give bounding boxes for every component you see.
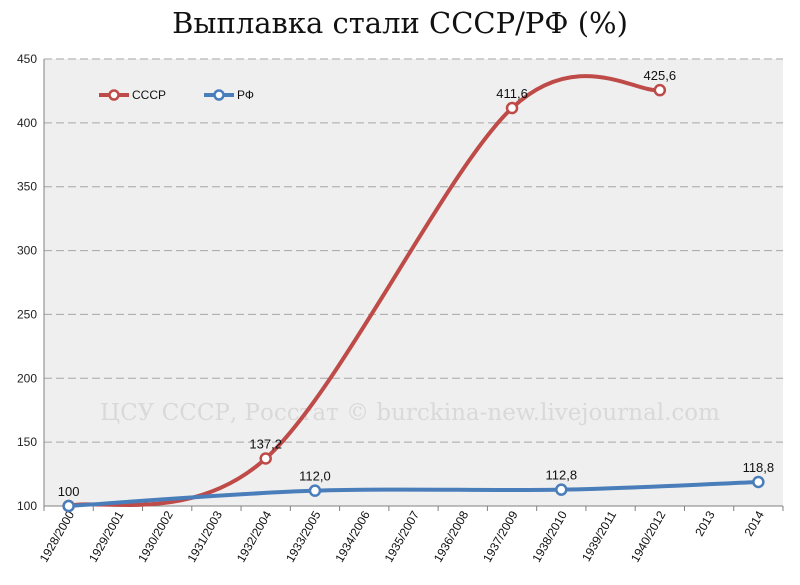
y-tick-label: 100 bbox=[17, 499, 37, 513]
legend-swatch-marker bbox=[213, 89, 225, 101]
x-tick-label: 1930/2002 bbox=[135, 508, 176, 564]
y-tick-label: 300 bbox=[17, 244, 37, 258]
y-tick-label: 450 bbox=[17, 52, 37, 66]
plot-area bbox=[44, 59, 783, 506]
data-label: 137,2 bbox=[249, 436, 282, 451]
x-tick-label: 1933/2005 bbox=[283, 508, 324, 564]
data-label: 112,0 bbox=[299, 469, 331, 484]
data-point-marker bbox=[259, 452, 272, 465]
x-tick-label: 1940/2012 bbox=[628, 508, 669, 564]
legend-label: РФ bbox=[237, 88, 254, 102]
data-label: 112,8 bbox=[546, 468, 578, 483]
x-tick-label: 1932/2004 bbox=[234, 508, 275, 564]
y-tick-label: 400 bbox=[17, 116, 37, 130]
data-point-marker bbox=[653, 83, 667, 97]
data-point-marker bbox=[555, 483, 568, 496]
data-label: 118,8 bbox=[743, 460, 775, 475]
y-tick-label: 150 bbox=[17, 435, 37, 449]
x-tick-label: 1938/2010 bbox=[529, 508, 570, 564]
chart-title: Выплавка стали СССР/РФ (%) bbox=[172, 6, 628, 40]
y-tick-label: 350 bbox=[17, 180, 37, 194]
x-tick-label: 1935/2007 bbox=[382, 508, 423, 564]
data-point-marker bbox=[505, 101, 519, 115]
data-label: 100 bbox=[58, 484, 80, 499]
legend-label: СССР bbox=[132, 88, 166, 102]
x-tick-label: 1929/2001 bbox=[86, 508, 127, 564]
series-line-rf bbox=[66, 479, 761, 508]
x-tick-label: 2013 bbox=[692, 508, 718, 538]
data-point-marker bbox=[62, 499, 75, 513]
data-point-marker bbox=[308, 484, 322, 497]
watermark-text: ЦСУ СССР, Росстат © burckina-new.livejou… bbox=[100, 400, 720, 426]
data-label: 425,6 bbox=[644, 68, 677, 83]
x-tick-label: 1939/2011 bbox=[579, 508, 619, 564]
data-label: 411,6 bbox=[496, 86, 528, 101]
data-point-marker bbox=[752, 475, 765, 489]
x-tick-label: 1928/2000 bbox=[37, 508, 78, 564]
legend-swatch-marker bbox=[108, 89, 120, 101]
x-tick-label: 1936/2008 bbox=[431, 508, 472, 564]
x-tick-label: 1931/2003 bbox=[185, 508, 226, 564]
x-tick-label: 2014 bbox=[741, 508, 767, 538]
y-tick-label: 250 bbox=[17, 307, 37, 321]
x-tick-label: 1934/2006 bbox=[332, 508, 373, 564]
series-line-ussr bbox=[66, 74, 662, 508]
x-tick-label: 1937/2009 bbox=[480, 508, 521, 564]
y-tick-label: 200 bbox=[17, 371, 37, 385]
